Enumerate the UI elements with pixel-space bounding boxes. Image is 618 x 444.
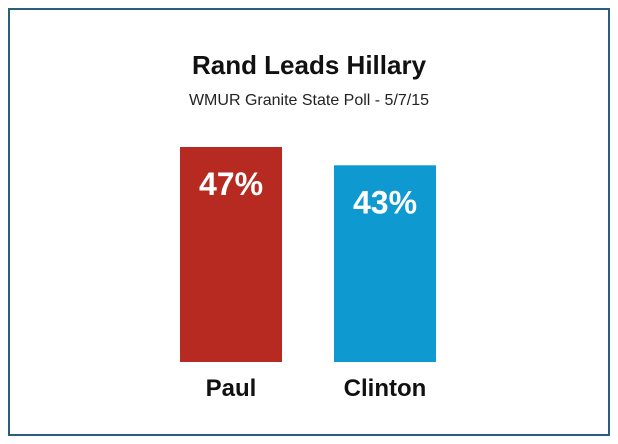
category-label-clinton: Clinton: [344, 375, 427, 402]
chart-subtitle: WMUR Granite State Poll - 5/7/15: [188, 92, 430, 109]
value-label-paul: 47%: [199, 166, 263, 202]
chart-title: Rand Leads Hillary: [191, 50, 427, 80]
bar-clinton: [334, 165, 436, 362]
chart-frame: [8, 8, 610, 436]
bar-paul: [180, 147, 282, 362]
value-label-clinton: 43%: [353, 184, 417, 220]
category-label-paul: Paul: [206, 375, 257, 402]
